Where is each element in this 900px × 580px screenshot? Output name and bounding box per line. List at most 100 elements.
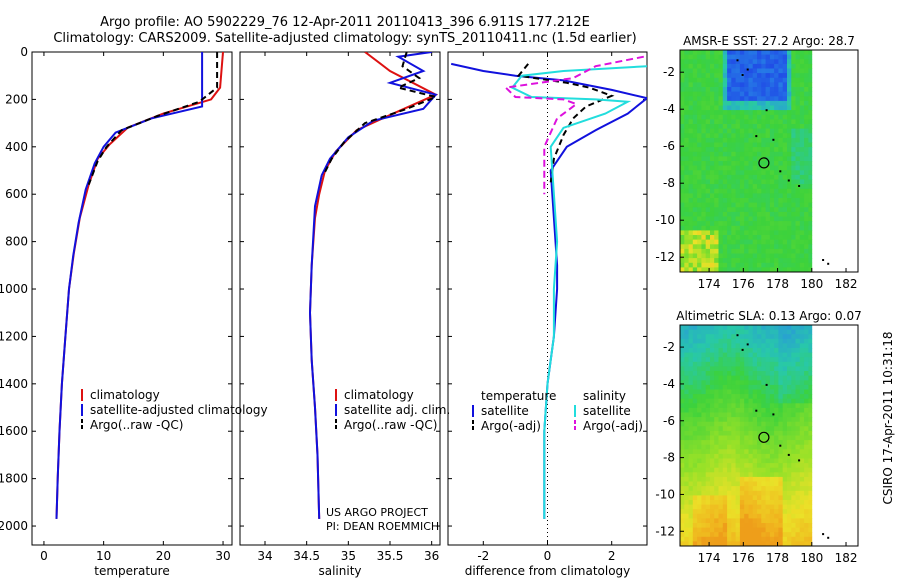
- heatmap-cell: [808, 124, 813, 129]
- heatmap-cell: [692, 421, 698, 427]
- heatmap-cell: [808, 495, 813, 501]
- heatmap-cell: [778, 361, 784, 367]
- heatmap-cell: [727, 352, 732, 358]
- heatmap-cell: [804, 248, 809, 254]
- heatmap-cell: [791, 384, 796, 390]
- heatmap-cell: [808, 389, 813, 395]
- heatmap-cell: [757, 421, 762, 427]
- heatmap-cell: [761, 82, 766, 88]
- heatmap-cell: [739, 91, 745, 97]
- heatmap-cell: [710, 472, 715, 478]
- heatmap-cell: [722, 343, 728, 349]
- heatmap-cell: [684, 426, 689, 432]
- heatmap-cell: [787, 87, 792, 92]
- heatmap-cell: [752, 244, 758, 250]
- heatmap-cell: [795, 352, 801, 358]
- heatmap-cell: [769, 202, 775, 208]
- heatmap-cell: [744, 262, 749, 268]
- heatmap-cell: [795, 472, 801, 478]
- heatmap-cell: [795, 147, 801, 153]
- heatmap-cell: [722, 444, 728, 450]
- difference-legend-label: satellite: [583, 404, 631, 418]
- heatmap-cell: [748, 137, 754, 143]
- heatmap-cell: [680, 476, 685, 482]
- heatmap-cell: [748, 421, 754, 427]
- heatmap-cell: [718, 329, 724, 335]
- heatmap-cell: [692, 389, 698, 395]
- heatmap-cell: [808, 481, 813, 487]
- heatmap-cell: [808, 407, 813, 413]
- heatmap-cell: [778, 375, 784, 381]
- heatmap-cell: [735, 225, 741, 231]
- heatmap-cell: [795, 536, 801, 542]
- heatmap-cell: [799, 490, 805, 496]
- heatmap-cell: [769, 170, 775, 176]
- heatmap-cell: [795, 532, 801, 538]
- heatmap-cell: [680, 137, 685, 143]
- heatmap-cell: [710, 500, 715, 505]
- heatmap-cell: [684, 490, 689, 496]
- heatmap-cell: [795, 348, 801, 353]
- heatmap-cell: [752, 248, 758, 254]
- sst_map-argo-location-marker: [758, 157, 770, 169]
- heatmap-cell: [791, 375, 796, 381]
- heatmap-cell: [752, 513, 758, 519]
- heatmap-cell: [688, 73, 694, 79]
- heatmap-cell: [701, 412, 707, 418]
- heatmap-cell: [692, 504, 698, 510]
- heatmap-cell: [795, 527, 801, 533]
- heatmap-cell: [774, 329, 779, 335]
- heatmap-cell: [710, 105, 715, 111]
- heatmap-cell: [680, 407, 685, 413]
- heatmap-cell: [791, 184, 796, 190]
- heatmap-cell: [778, 440, 784, 446]
- heatmap-cell: [697, 59, 702, 65]
- heatmap-cell: [705, 352, 711, 358]
- heatmap-cell: [722, 174, 728, 180]
- heatmap-cell: [778, 329, 784, 335]
- heatmap-cell: [735, 412, 741, 418]
- heatmap-cell: [731, 105, 736, 111]
- heatmap-cell: [684, 495, 689, 501]
- heatmap-cell: [787, 77, 792, 83]
- heatmap-cell: [804, 230, 809, 236]
- heatmap-cell: [731, 184, 736, 190]
- heatmap-cell: [697, 444, 702, 450]
- heatmap-cell: [718, 73, 724, 79]
- heatmap-cell: [804, 253, 809, 259]
- heatmap-cell: [739, 407, 745, 413]
- heatmap-cell: [718, 137, 724, 143]
- heatmap-cell: [697, 258, 702, 264]
- heatmap-cell: [748, 133, 754, 139]
- heatmap-cell: [692, 91, 698, 97]
- heatmap-cell: [761, 495, 766, 501]
- heatmap-cell: [684, 188, 689, 194]
- heatmap-cell: [748, 239, 754, 245]
- heatmap-cell: [761, 407, 766, 413]
- heatmap-cell: [808, 536, 813, 542]
- heatmap-cell: [697, 63, 702, 69]
- heatmap-cell: [692, 170, 698, 176]
- heatmap-cell: [804, 472, 809, 478]
- heatmap-cell: [697, 221, 702, 227]
- heatmap-cell: [692, 440, 698, 446]
- heatmap-cell: [774, 352, 779, 358]
- heatmap-cell: [680, 384, 685, 390]
- heatmap-cell: [782, 216, 788, 222]
- heatmap-cell: [769, 453, 775, 459]
- heatmap-cell: [757, 467, 762, 473]
- heatmap-cell: [722, 361, 728, 367]
- heatmap-cell: [705, 357, 711, 363]
- heatmap-cell: [757, 193, 762, 199]
- heatmap-cell: [761, 467, 766, 473]
- heatmap-cell: [731, 394, 736, 400]
- heatmap-cell: [752, 325, 758, 330]
- heatmap-cell: [692, 147, 698, 153]
- heatmap-cell: [787, 82, 792, 88]
- heatmap-cell: [757, 394, 762, 400]
- heatmap-cell: [714, 472, 719, 478]
- heatmap-cell: [744, 202, 749, 208]
- heatmap-cell: [765, 343, 771, 349]
- heatmap-cell: [752, 128, 758, 134]
- heatmap-cell: [778, 110, 784, 116]
